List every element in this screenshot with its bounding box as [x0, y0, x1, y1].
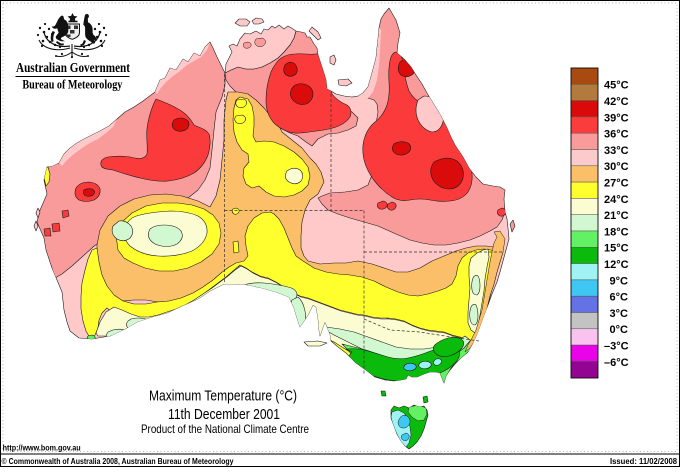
svg-text:–6°C: –6°C: [604, 357, 629, 369]
svg-text:Product of the National Climat: Product of the National Climate Centre: [141, 422, 309, 436]
svg-text:45°C: 45°C: [604, 80, 629, 92]
svg-text:30°C: 30°C: [604, 161, 629, 173]
svg-text:39°C: 39°C: [604, 112, 629, 124]
svg-text:Bureau of Meteorology: Bureau of Meteorology: [22, 78, 123, 92]
svg-text:27°C: 27°C: [604, 178, 629, 190]
svg-text:http://www.bom.gov.au: http://www.bom.gov.au: [3, 444, 81, 453]
svg-text:21°C: 21°C: [604, 210, 629, 222]
svg-text:Australian Government: Australian Government: [16, 61, 130, 76]
svg-text:–3°C: –3°C: [604, 341, 629, 353]
svg-text:33°C: 33°C: [604, 145, 629, 157]
svg-text:3°C: 3°C: [610, 308, 629, 320]
svg-text:Issued: 11/02/2008: Issued: 11/02/2008: [610, 457, 678, 466]
svg-text:0°C: 0°C: [610, 324, 629, 336]
svg-text:36°C: 36°C: [604, 129, 629, 141]
svg-text:9°C: 9°C: [610, 275, 629, 287]
svg-text:© Commonwealth of Australia 20: © Commonwealth of Australia 2008, Austra…: [2, 457, 234, 466]
svg-text:11th December 2001: 11th December 2001: [168, 406, 280, 423]
svg-text:Maximum Temperature (°C): Maximum Temperature (°C): [149, 388, 297, 405]
svg-text:42°C: 42°C: [604, 96, 629, 108]
svg-text:18°C: 18°C: [604, 226, 629, 238]
svg-text:15°C: 15°C: [604, 243, 629, 255]
svg-text:12°C: 12°C: [604, 259, 629, 271]
svg-text:24°C: 24°C: [604, 194, 629, 206]
svg-text:6°C: 6°C: [610, 292, 629, 304]
